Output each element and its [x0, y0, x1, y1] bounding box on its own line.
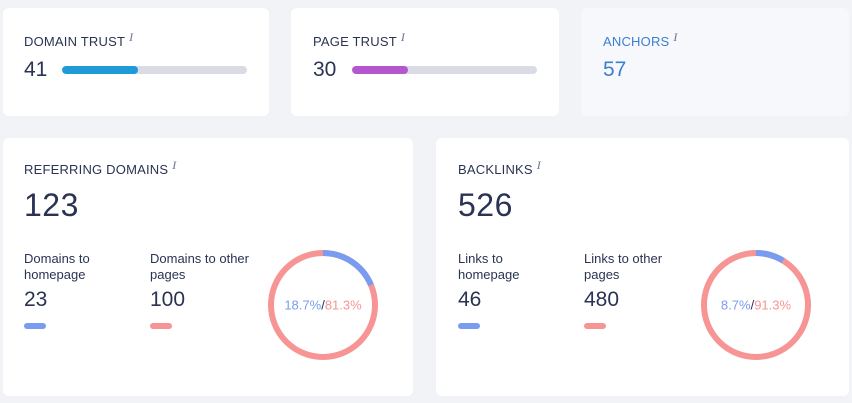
page-trust-title: PAGE TRUST i	[313, 30, 405, 49]
domains-to-other-pages-label: Domains to other pages	[150, 251, 249, 282]
links-to-homepage-value: 46	[458, 288, 482, 311]
page-trust-bar-fill	[352, 66, 408, 74]
links-to-homepage-label: Links to homepage	[458, 251, 520, 282]
domain-trust-title: DOMAIN TRUST i	[24, 30, 133, 49]
anchors-card[interactable]: ANCHORS i 57	[581, 8, 849, 116]
other-pages-legend-swatch	[584, 323, 606, 329]
domain-trust-bar	[62, 66, 247, 74]
anchors-label[interactable]: ANCHORS	[603, 34, 670, 49]
page-trust-value: 30	[313, 58, 337, 81]
page-trust-card: PAGE TRUST i 30	[291, 8, 559, 116]
links-to-other-pages-value: 480	[584, 288, 620, 311]
referring-domains-homepage-segment	[268, 250, 378, 360]
info-icon[interactable]: i	[536, 158, 541, 172]
backlinks-title: BACKLINKS i	[458, 158, 541, 177]
domains-to-homepage-label: Domains to homepage	[24, 251, 90, 282]
page-trust-label: PAGE TRUST	[313, 34, 397, 49]
info-icon[interactable]: i	[172, 158, 177, 172]
referring-domains-label: REFERRING DOMAINS	[24, 162, 169, 177]
referring-domains-total: 123	[24, 187, 79, 223]
other-pages-legend-swatch	[150, 323, 172, 329]
info-icon[interactable]: i	[400, 30, 406, 44]
homepage-legend-swatch	[24, 323, 46, 329]
anchors-title[interactable]: ANCHORS i	[603, 30, 678, 49]
domains-to-homepage-value: 23	[24, 288, 48, 311]
domain-trust-value: 41	[24, 58, 48, 81]
referring-domains-title: REFERRING DOMAINS i	[24, 158, 176, 177]
backlinks-other-pct: 91.3%	[754, 297, 792, 313]
donut-separator: /	[321, 297, 325, 313]
backlinks-donut-chart	[701, 250, 811, 360]
backlinks-total: 526	[458, 187, 513, 223]
referring-domains-home-pct: 18.7%	[284, 297, 322, 313]
homepage-legend-swatch	[458, 323, 480, 329]
backlinks-card: BACKLINKS i 526 Links to homepage 46 Link…	[436, 138, 849, 396]
donut-separator: /	[750, 297, 755, 313]
referring-domains-card: REFERRING DOMAINS i 123 Domains to homepa…	[3, 138, 413, 396]
backlinks-homepage-segment	[701, 250, 811, 360]
anchors-value[interactable]: 57	[603, 58, 627, 81]
page-trust-bar	[352, 66, 537, 74]
referring-domains-other-pct: 81.3%	[324, 297, 362, 313]
info-icon[interactable]: i	[673, 30, 678, 44]
backlinks-home-pct: 8.7%	[720, 297, 751, 313]
referring-domains-donut-text: 18.7%/81.3%	[284, 298, 361, 313]
domain-trust-label: DOMAIN TRUST	[24, 34, 126, 49]
info-icon[interactable]: i	[129, 30, 134, 44]
referring-domains-donut-chart	[268, 250, 378, 360]
domain-trust-bar-fill	[62, 66, 138, 74]
domain-trust-card: DOMAIN TRUST i 41	[3, 8, 269, 116]
backlinks-donut-text: 8.7%/91.3%	[721, 298, 791, 313]
domains-to-other-pages-value: 100	[150, 288, 186, 311]
links-to-other-pages-label: Links to other pages	[584, 251, 663, 282]
backlinks-label: BACKLINKS	[458, 162, 533, 177]
